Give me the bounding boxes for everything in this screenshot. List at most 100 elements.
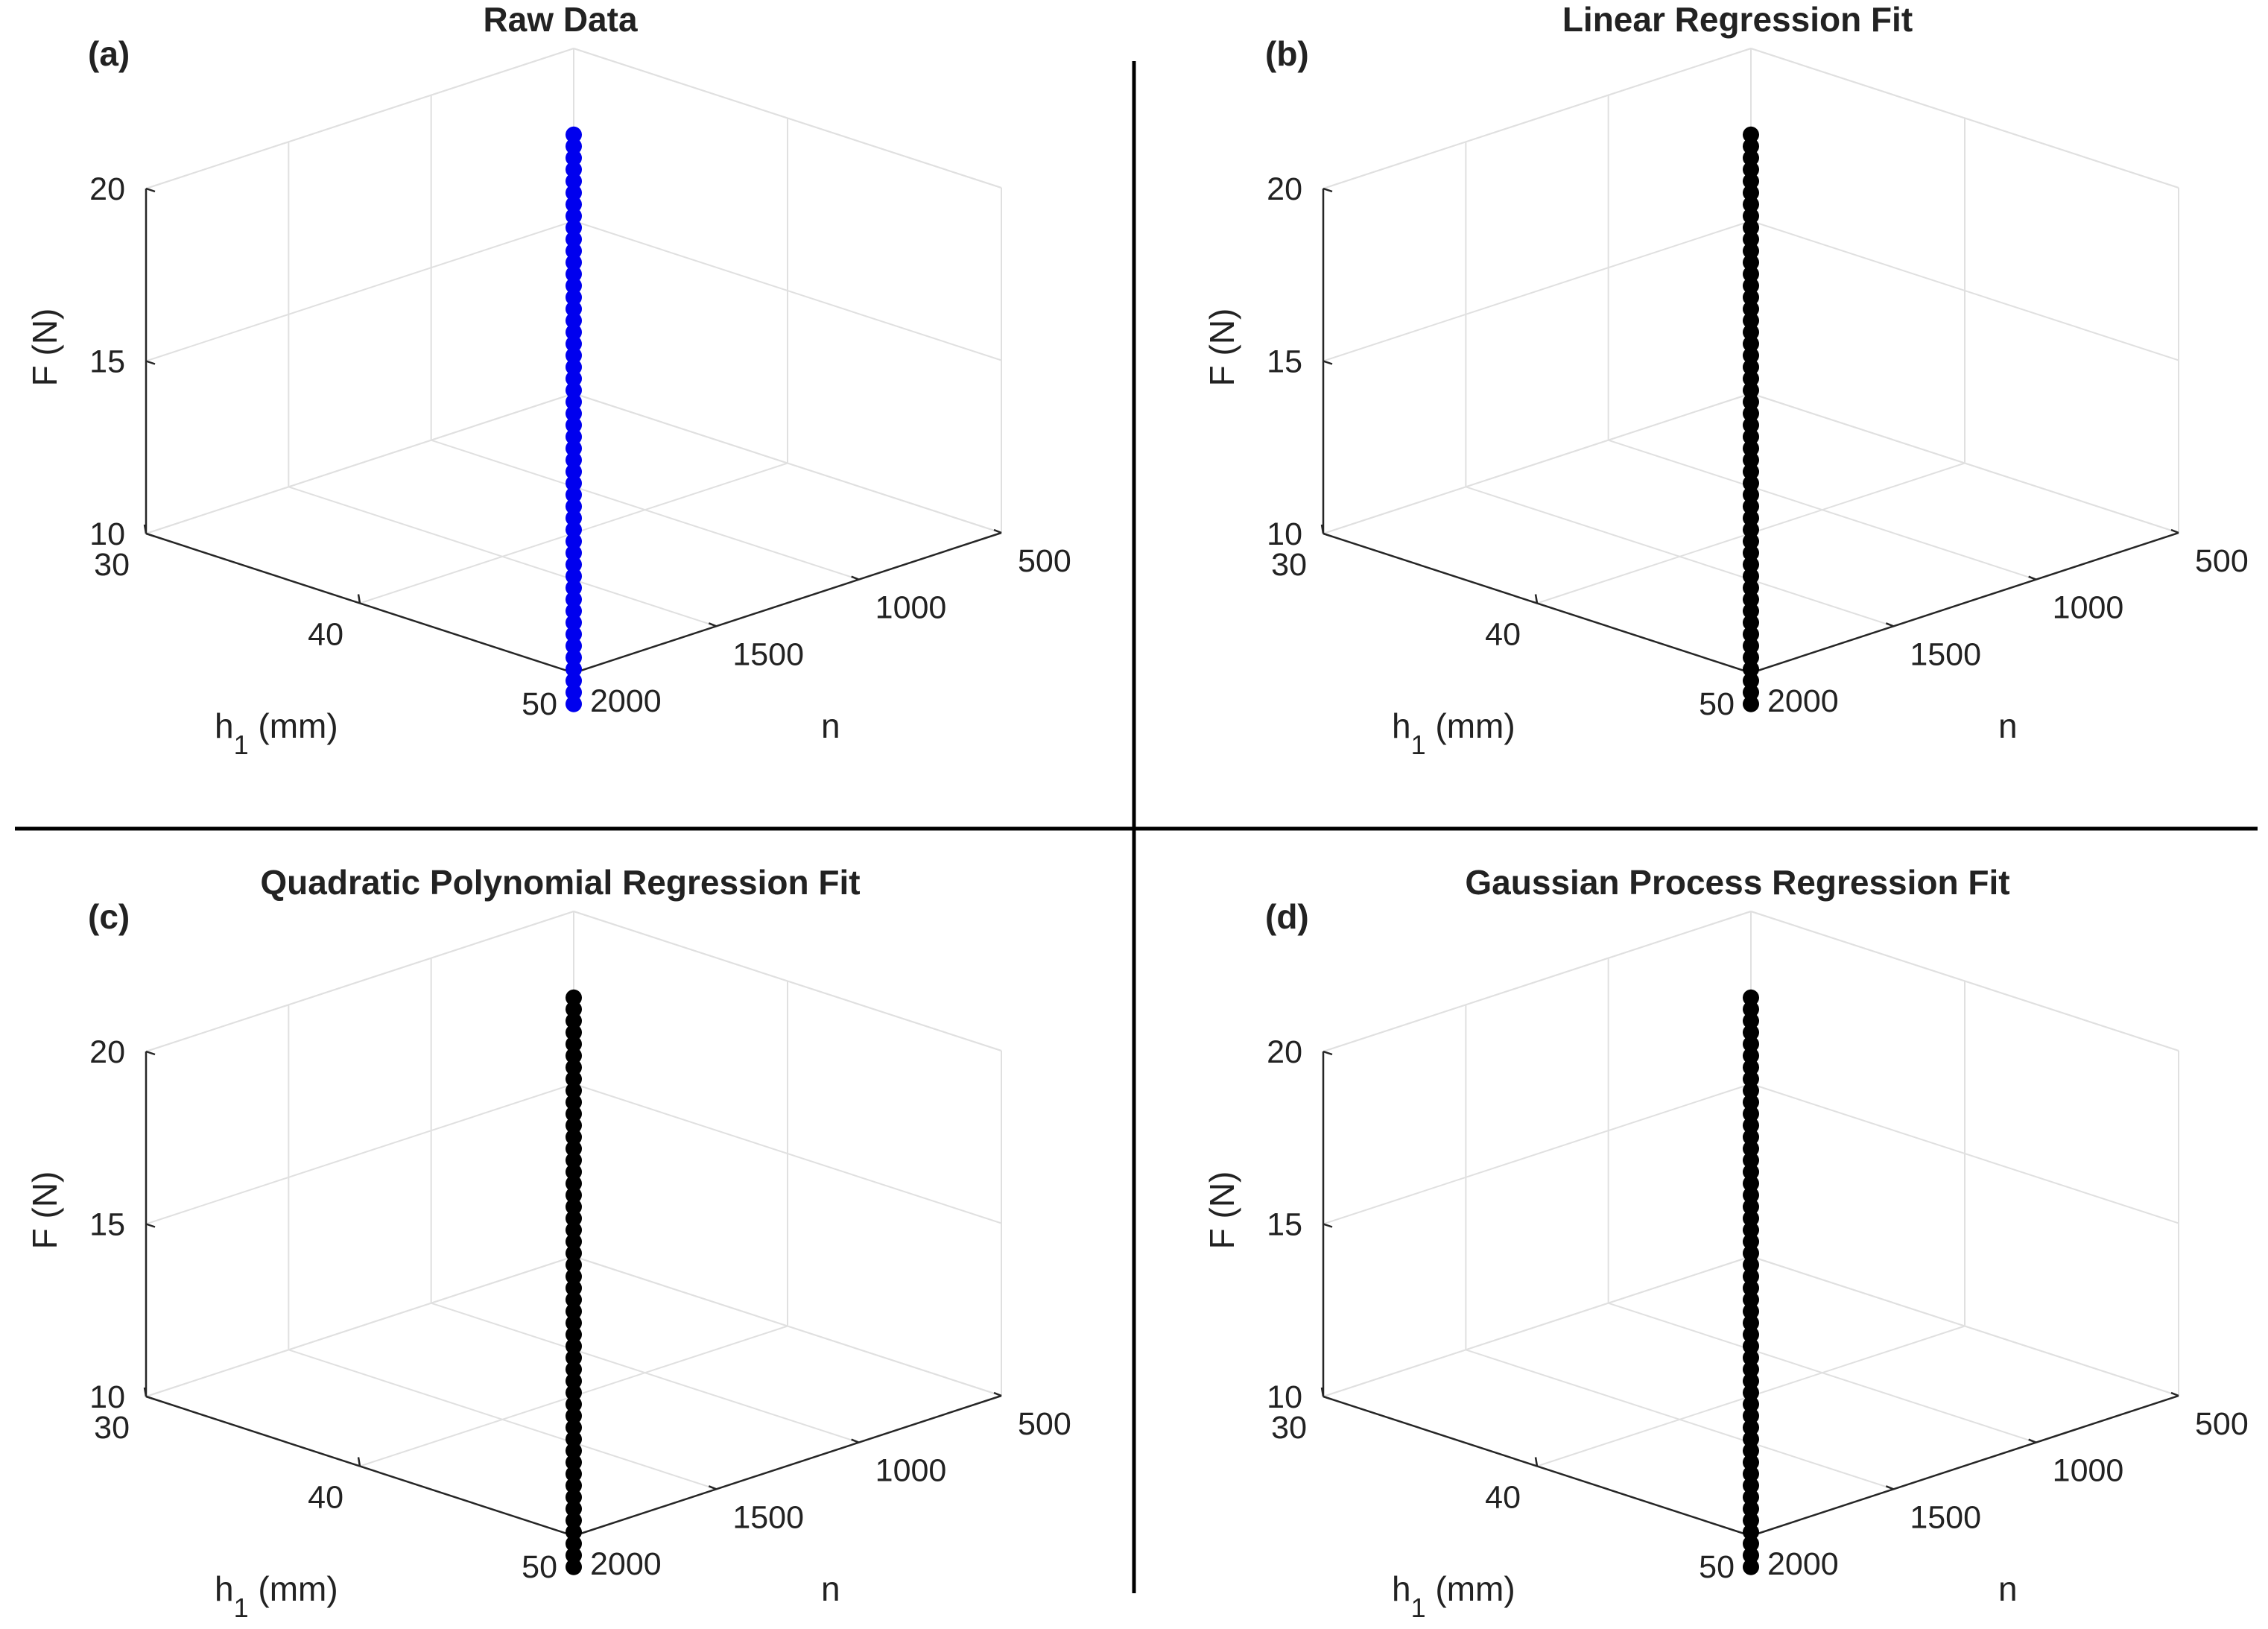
data-point (1743, 1047, 1759, 1064)
data-point (1743, 684, 1759, 701)
f-tick-mark (145, 532, 156, 538)
h1-tick-label: 30 (1271, 547, 1307, 583)
data-point (566, 452, 582, 469)
data-point (1743, 370, 1759, 388)
data-point (566, 242, 582, 259)
f-tick-label: 15 (1267, 1207, 1302, 1243)
f-tick-label: 10 (89, 516, 125, 552)
f-axis-label: F (N) (1203, 1171, 1241, 1250)
f-tick-label: 20 (89, 171, 125, 207)
h1-axis-label-sub: 1 (234, 1592, 249, 1623)
h1-axis-label-main: h (215, 1569, 234, 1608)
data-point (1743, 1500, 1759, 1517)
f-tick-label: 20 (1267, 171, 1302, 207)
data-point (566, 440, 582, 457)
data-point (566, 1291, 582, 1309)
f-tick-label: 20 (89, 1034, 125, 1070)
data-point (1743, 300, 1759, 317)
grid-line (573, 393, 1002, 534)
h1-axis-label-sub: 1 (1411, 1592, 1426, 1623)
data-point (1743, 1094, 1759, 1111)
grid-line (573, 1256, 1002, 1396)
n-tick-label: 500 (1018, 1406, 1071, 1442)
h1-axis-label-unit: (mm) (249, 706, 338, 745)
data-point (1743, 1117, 1759, 1134)
f-tick-mark (145, 1395, 156, 1401)
grid-line (1466, 486, 1894, 627)
data-point (1743, 428, 1759, 446)
h1-axis-label-unit: (mm) (1426, 1569, 1515, 1608)
data-point (566, 1186, 582, 1203)
f-tick-mark (145, 1050, 156, 1056)
data-point (1743, 1210, 1759, 1227)
data-point (566, 989, 582, 1006)
data-point (566, 649, 582, 666)
data-point (566, 1117, 582, 1134)
data-point (566, 277, 582, 294)
data-point (566, 1082, 582, 1099)
n-tick-label: 500 (1018, 543, 1071, 579)
data-point (1743, 405, 1759, 422)
data-point (1743, 358, 1759, 376)
data-point (1743, 1326, 1759, 1343)
data-point (566, 1094, 582, 1111)
data-point (1743, 1105, 1759, 1122)
h1-tick-label: 50 (522, 1549, 557, 1585)
chart-panel-2: 10 15 20 30 40 50 500 1000 1500 2000 h1 (mm) n F (N)… (25, 863, 1071, 1623)
f-axis-label: F (N) (25, 1171, 64, 1250)
n-axis-line (573, 1394, 1002, 1537)
n-tick-label: 500 (2195, 1406, 2249, 1442)
data-point (1743, 323, 1759, 341)
data-point (1743, 452, 1759, 469)
data-point (1743, 161, 1759, 178)
data-point (1743, 1198, 1759, 1215)
data-point (1743, 196, 1759, 213)
data-point (566, 579, 582, 596)
data-point (1743, 219, 1759, 236)
data-point (1743, 1361, 1759, 1378)
n-tick-label: 1500 (732, 1499, 804, 1535)
chart-title: Gaussian Process Regression Fit (1465, 863, 2009, 902)
data-point (1743, 533, 1759, 550)
data-point (1743, 149, 1759, 166)
panel-label: (d) (1265, 897, 1309, 936)
data-point (566, 1128, 582, 1145)
data-point (566, 1244, 582, 1262)
data-point (566, 1512, 582, 1529)
grid-line (288, 486, 717, 627)
grid-line (1323, 1256, 1752, 1397)
n-tick-label: 1500 (732, 636, 804, 672)
grid-line (1466, 1349, 1894, 1490)
n-axis-label: n (1998, 706, 2018, 745)
n-tick-mark (708, 622, 717, 627)
data-point (1743, 487, 1759, 503)
data-point (566, 1140, 582, 1157)
data-point (566, 487, 582, 503)
n-axis-line (1750, 1394, 2179, 1537)
h1-axis-label: h1 (mm) (1392, 706, 1515, 760)
data-points (1743, 126, 1759, 712)
n-tick-label: 2000 (1767, 1546, 1839, 1582)
data-point (1743, 649, 1759, 666)
h1-tick-mark (357, 594, 361, 604)
data-point (1743, 1408, 1759, 1424)
data-point (566, 312, 582, 329)
f-tick-mark (1323, 532, 1333, 538)
data-point (1743, 1547, 1759, 1564)
data-point (566, 475, 582, 492)
h1-axis-label: h1 (mm) (1392, 1569, 1515, 1623)
grid-line (1323, 1083, 1752, 1225)
grid-line (431, 1302, 859, 1443)
data-point (1743, 1454, 1759, 1471)
data-point (566, 521, 582, 538)
data-point (566, 393, 582, 411)
f-tick-mark (1323, 1223, 1333, 1228)
data-point (1743, 184, 1759, 201)
data-point (566, 1268, 582, 1285)
data-point (1743, 207, 1759, 224)
h1-tick-mark (1534, 1457, 1539, 1467)
h1-axis-label-main: h (1392, 706, 1411, 745)
data-point (566, 370, 582, 388)
data-point (1743, 498, 1759, 515)
data-point (1743, 579, 1759, 596)
